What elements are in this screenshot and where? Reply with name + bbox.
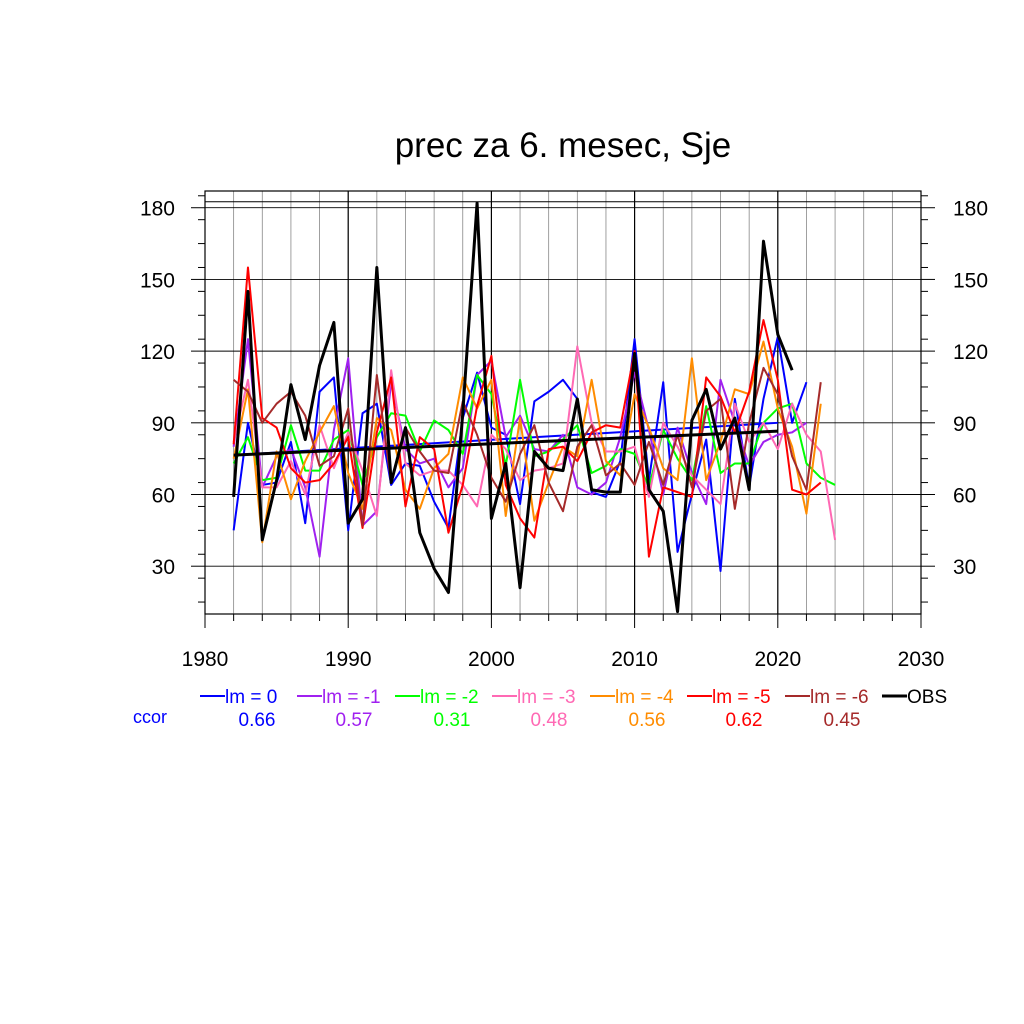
y-tick-label-left: 120 <box>140 341 175 364</box>
trend-line <box>233 429 778 457</box>
x-tick-label: 2020 <box>754 648 801 671</box>
y-tick-label-left: 90 <box>152 413 175 436</box>
legend-ccor-value: 0.57 <box>336 710 373 731</box>
x-tick-label: 1980 <box>182 648 229 671</box>
ccor-label: ccor <box>133 707 167 727</box>
series-line <box>232 366 822 527</box>
y-tick-label-right: 180 <box>953 198 988 221</box>
legend-ccor-value: 0.45 <box>824 710 861 731</box>
x-tick-label: 2010 <box>611 648 658 671</box>
series-lines <box>232 201 837 614</box>
ticks <box>191 195 935 628</box>
y-tick-label-left: 180 <box>140 198 175 221</box>
y-tick-label-right: 150 <box>953 269 988 292</box>
chart-title: prec za 6. mesec, Sje <box>395 126 732 165</box>
series-line <box>232 335 808 572</box>
series-line <box>232 345 837 541</box>
y-tick-label-left: 60 <box>152 485 175 508</box>
y-tick-label-right: 60 <box>953 485 976 508</box>
y-tick-label-right: 120 <box>953 341 988 364</box>
y-tick-label-left: 150 <box>140 269 175 292</box>
y-tick-label-left: 30 <box>152 556 175 579</box>
legend-ccor-value: 0.56 <box>629 710 666 731</box>
plot-frame <box>204 190 922 615</box>
x-tick-label: 2000 <box>468 648 515 671</box>
legend-label: lm = -4 <box>615 687 674 708</box>
legend-label: lm = -5 <box>712 687 771 708</box>
legend-label: lm = -3 <box>517 687 576 708</box>
y-tick-label-right: 90 <box>953 413 976 436</box>
y-tick-label-right: 30 <box>953 556 976 579</box>
legend-ccor-value: 0.62 <box>726 710 763 731</box>
x-tick-label: 1990 <box>325 648 372 671</box>
tick-labels: 1980 1990 2000 2010 2020 2030 30 30 60 60 90 90 120 1… <box>140 198 988 671</box>
series-line <box>232 338 807 558</box>
x-tick-label: 2030 <box>898 648 945 671</box>
legend-ccor-value: 0.31 <box>434 710 471 731</box>
legend-ccor-value: 0.48 <box>531 710 568 731</box>
plot-area <box>232 201 837 614</box>
legend-label: OBS <box>907 687 947 708</box>
series-line <box>232 201 794 614</box>
legend-ccor-value: 0.66 <box>239 710 276 731</box>
legend-label: lm = 0 <box>225 687 277 708</box>
legend-label: lm = -1 <box>322 687 381 708</box>
legend-label: lm = -2 <box>420 687 479 708</box>
legend-label: lm = -6 <box>810 687 869 708</box>
